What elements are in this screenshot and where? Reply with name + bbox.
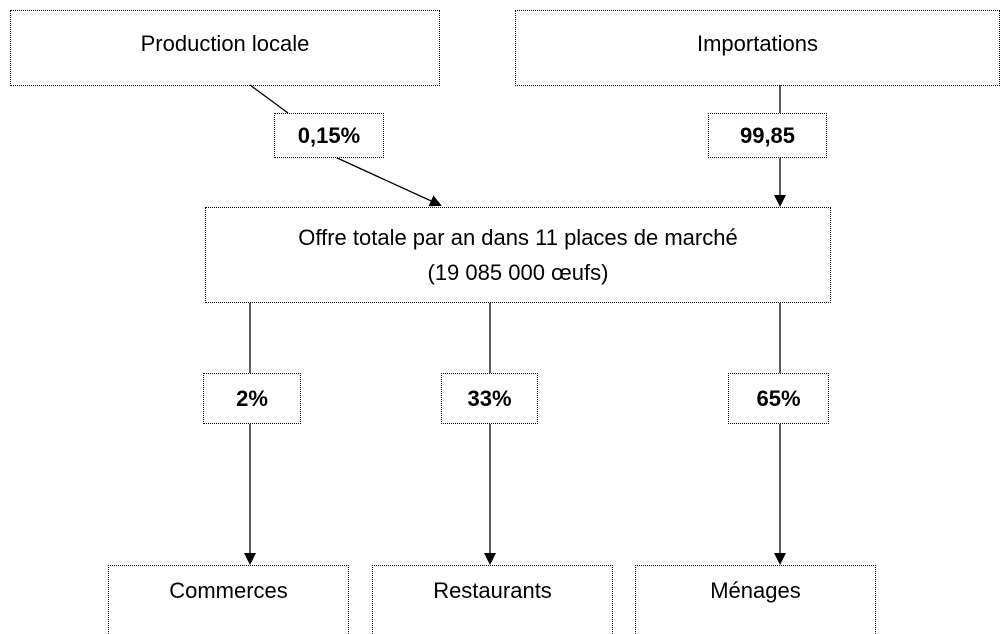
destination-box: Commerces (108, 565, 349, 634)
source-box: Importations (515, 10, 1000, 86)
node-sublabel: (19 085 000 œufs) (427, 260, 609, 285)
flow-text: 99,85 (739, 122, 796, 148)
connector (249, 84, 289, 114)
arrow (334, 156, 442, 207)
flow-text: 33% (467, 385, 512, 411)
total-box: Offre totale par an dans 11 places de ma… (205, 207, 831, 303)
flow-label: 65% (728, 373, 829, 424)
flow-label: 99,85 (708, 113, 827, 158)
flow-text: 65% (756, 385, 801, 411)
destination-box: Ménages (635, 565, 876, 634)
flow-label: 0,15% (274, 113, 384, 158)
node-label: Production locale (140, 31, 310, 56)
flow-label: 2% (203, 373, 301, 424)
node-label: Ménages (710, 578, 801, 603)
flow-label: 33% (441, 373, 538, 424)
destination-box: Restaurants (372, 565, 613, 634)
flow-text: 2% (236, 385, 268, 411)
node-label: Offre totale par an dans 11 places de ma… (298, 225, 738, 250)
node-label: Commerces (169, 578, 288, 603)
node-label: Importations (696, 31, 819, 56)
flow-text: 0,15% (297, 122, 361, 148)
source-box: Production locale (10, 10, 440, 86)
node-label: Restaurants (433, 578, 552, 603)
